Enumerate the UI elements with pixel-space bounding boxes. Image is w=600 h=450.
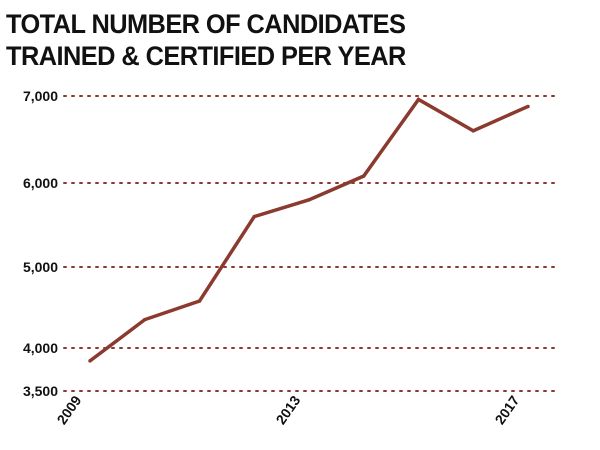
data-point-2013 xyxy=(307,198,311,202)
y-tick-label-5000: 5,000 xyxy=(23,259,58,275)
x-tick-label-2017: 2017 xyxy=(491,392,522,427)
y-tick-label-4000: 4,000 xyxy=(23,340,58,356)
y-tick-label-7000: 7,000 xyxy=(23,88,58,104)
data-point-2016 xyxy=(471,129,475,133)
series-line-0 xyxy=(88,97,529,363)
data-point-2011 xyxy=(197,299,202,303)
x-tick-label-2009: 2009 xyxy=(53,392,84,427)
data-point-2015 xyxy=(416,97,421,102)
gridlines xyxy=(63,95,557,392)
data-point-2017 xyxy=(526,104,530,109)
data-point-2010 xyxy=(143,317,147,322)
data-point-2009 xyxy=(88,359,92,363)
chart-title: TOTAL NUMBER OF CANDIDATES TRAINED & CER… xyxy=(6,8,448,72)
x-axis-tick-labels: 2009 2013 2017 xyxy=(53,392,522,427)
y-tick-label-3500: 3,500 xyxy=(23,383,58,399)
chart-title-line-1: TOTAL NUMBER OF CANDIDATES xyxy=(6,9,406,39)
data-point-2012 xyxy=(252,214,256,219)
data-point-2014 xyxy=(362,174,366,178)
series-layer xyxy=(88,97,530,363)
chart-title-line-2: TRAINED & CERTIFIED PER YEAR xyxy=(6,41,406,71)
x-tick-label-2013: 2013 xyxy=(272,392,303,427)
y-axis-tick-labels: 3,500 4,000 5,000 6,000 7,000 xyxy=(23,88,58,399)
y-tick-label-6000: 6,000 xyxy=(23,175,58,191)
